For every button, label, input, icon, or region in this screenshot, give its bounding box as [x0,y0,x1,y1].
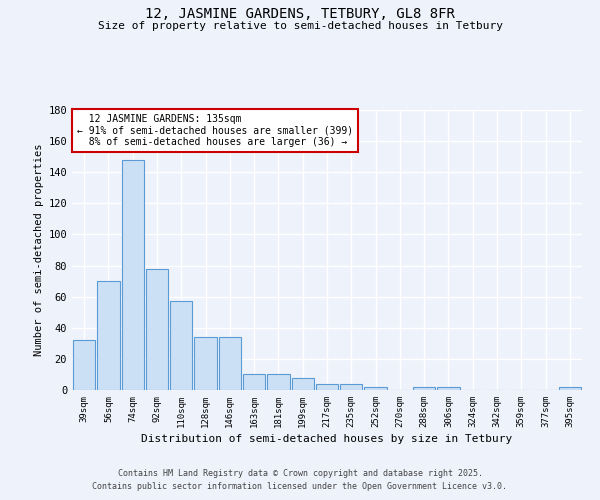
Bar [243,374,265,390]
Bar [267,374,290,390]
Bar [292,378,314,390]
Bar [413,387,436,390]
Text: 12, JASMINE GARDENS, TETBURY, GL8 8FR: 12, JASMINE GARDENS, TETBURY, GL8 8FR [145,8,455,22]
Bar [218,337,241,390]
Bar [316,384,338,390]
Bar [73,340,95,390]
Bar [437,387,460,390]
Bar [340,384,362,390]
Bar [170,302,193,390]
Text: Contains HM Land Registry data © Crown copyright and database right 2025.: Contains HM Land Registry data © Crown c… [118,468,482,477]
Bar [122,160,144,390]
Bar [559,387,581,390]
Bar [97,281,119,390]
Bar [146,268,168,390]
Bar [194,337,217,390]
Bar [364,387,387,390]
Text: 12 JASMINE GARDENS: 135sqm
← 91% of semi-detached houses are smaller (399)
  8% : 12 JASMINE GARDENS: 135sqm ← 91% of semi… [77,114,353,148]
Text: Size of property relative to semi-detached houses in Tetbury: Size of property relative to semi-detach… [97,21,503,31]
X-axis label: Distribution of semi-detached houses by size in Tetbury: Distribution of semi-detached houses by … [142,434,512,444]
Text: Contains public sector information licensed under the Open Government Licence v3: Contains public sector information licen… [92,482,508,491]
Y-axis label: Number of semi-detached properties: Number of semi-detached properties [34,144,44,356]
